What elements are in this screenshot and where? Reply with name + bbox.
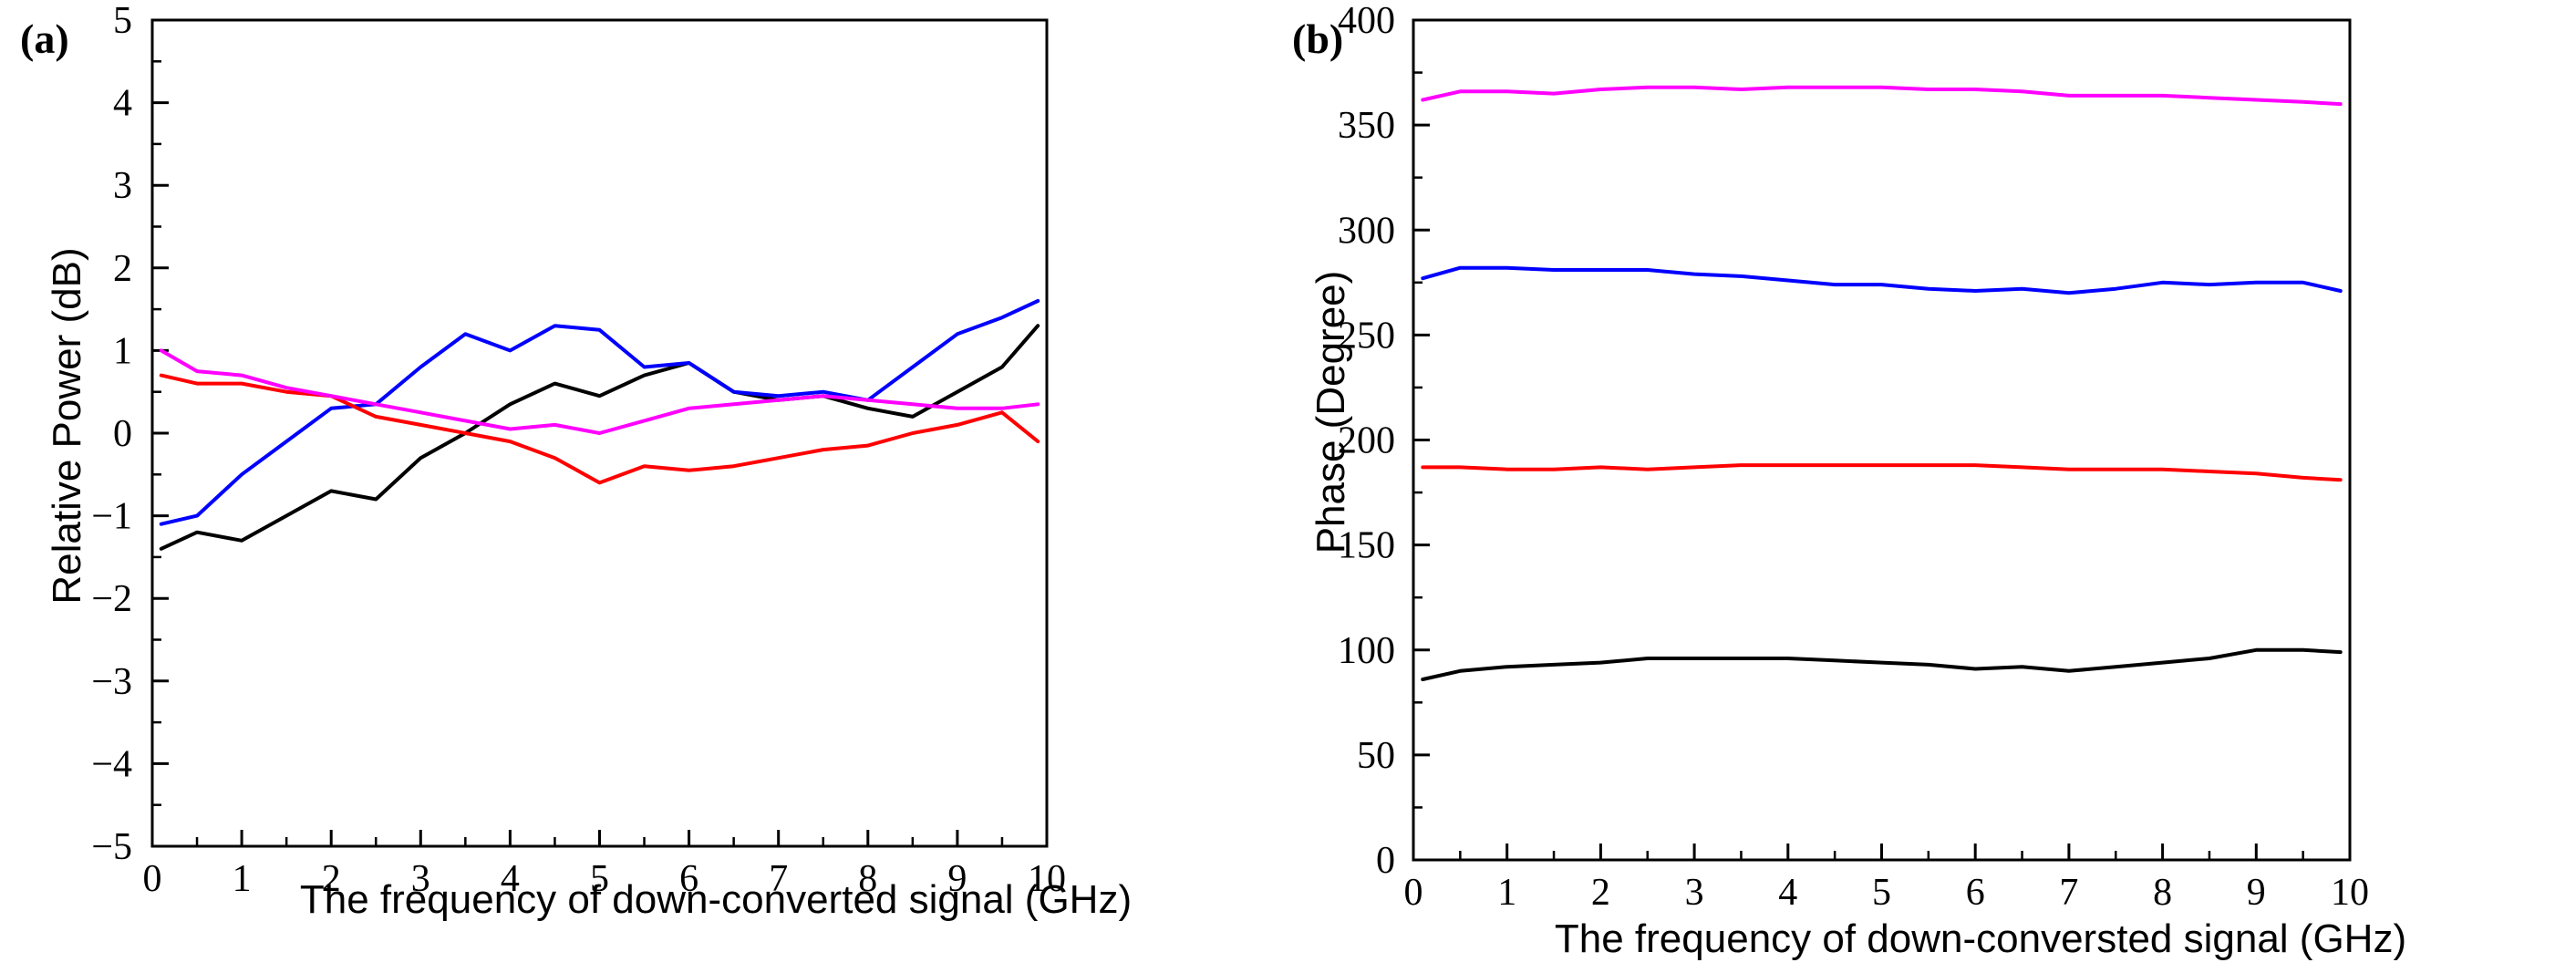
series-line-red	[159, 373, 1040, 485]
panel-b-y-tick-labels: 0 50 100 150 200 250 300 350 400	[1338, 0, 1395, 882]
panel-b-y-axis-label: Phase (Degree)	[1309, 271, 1353, 554]
y-tick-label: −3	[91, 661, 132, 703]
panel-a-x-tick-labels: 0 1 2 3 4 5 6 7 8 9 10	[143, 858, 1067, 900]
y-tick-label: 250	[1338, 315, 1395, 357]
panel-a-y-axis-label: Relative Power (dB)	[45, 247, 89, 604]
x-tick-label: 8	[858, 858, 877, 900]
panel-a-series	[159, 299, 1040, 551]
y-tick-label: −1	[91, 496, 132, 538]
panel-b: (b) Phase (Degree) The frequency of down…	[1292, 0, 2406, 961]
y-tick-label: −2	[91, 578, 132, 620]
panel-a-label: (a)	[20, 16, 69, 62]
panel-a-plot-frame	[150, 18, 1049, 848]
x-tick-label: 2	[322, 858, 341, 900]
y-tick-label: −4	[91, 743, 132, 785]
x-tick-label: 6	[1966, 872, 1985, 914]
y-tick-label: 200	[1338, 420, 1395, 462]
series-line-magenta	[1421, 85, 2343, 107]
x-tick-label: 4	[1778, 872, 1797, 914]
y-tick-label: 50	[1357, 735, 1395, 777]
panel-a: (a) Relative Power (dB) The frequency of…	[20, 0, 1132, 922]
series-line-black	[159, 324, 1040, 551]
x-tick-label: 0	[143, 858, 162, 900]
x-tick-label: 7	[769, 858, 788, 900]
y-tick-label: 2	[113, 248, 132, 290]
x-tick-label: 1	[1497, 872, 1516, 914]
series-line-blue	[159, 299, 1040, 526]
y-tick-label: 300	[1338, 210, 1395, 252]
panel-b-x-axis-label: The frequency of down-conversted signal …	[1555, 916, 2406, 961]
panel-b-tick-marks	[1412, 18, 2352, 862]
x-tick-label: 1	[233, 858, 252, 900]
y-tick-label: 5	[113, 0, 132, 42]
x-tick-label: 8	[2153, 872, 2172, 914]
x-tick-label: 6	[679, 858, 698, 900]
series-line-red	[1421, 463, 2343, 482]
panel-a-y-tick-labels: −5 −4 −3 −2 −1 0 1 2 3 4 5	[91, 0, 132, 868]
x-tick-label: 10	[2331, 872, 2369, 914]
y-tick-label: 1	[113, 330, 132, 372]
y-tick-label: 150	[1338, 525, 1395, 567]
series-line-blue	[1421, 265, 2343, 295]
y-tick-label: 4	[113, 83, 132, 125]
x-tick-label: 9	[2247, 872, 2266, 914]
x-tick-label: 0	[1404, 872, 1423, 914]
x-tick-label: 4	[501, 858, 520, 900]
y-tick-label: −5	[91, 826, 132, 868]
x-tick-label: 5	[1872, 872, 1891, 914]
y-tick-label: 0	[1376, 840, 1395, 882]
x-tick-label: 3	[411, 858, 430, 900]
x-tick-label: 2	[1591, 872, 1610, 914]
panel-a-x-axis-label: The frequency of down-converted signal (…	[300, 877, 1132, 922]
panel-b-plot-frame	[1412, 18, 2352, 862]
x-tick-label: 3	[1685, 872, 1704, 914]
panel-b-x-tick-labels: 0 1 2 3 4 5 6 7 8 9 10	[1404, 872, 2370, 914]
series-line-black	[1421, 647, 2343, 681]
panel-b-series	[1421, 85, 2343, 681]
y-tick-label: 350	[1338, 105, 1395, 147]
x-tick-label: 7	[2059, 872, 2078, 914]
y-tick-label: 3	[113, 165, 132, 207]
y-tick-label: 100	[1338, 630, 1395, 672]
x-tick-label: 10	[1028, 858, 1066, 900]
y-tick-label: 400	[1338, 0, 1395, 42]
x-tick-label: 9	[947, 858, 967, 900]
panel-b-label: (b)	[1292, 16, 1343, 62]
series-line-magenta	[159, 348, 1040, 435]
x-tick-label: 5	[590, 858, 609, 900]
y-tick-label: 0	[113, 413, 132, 455]
